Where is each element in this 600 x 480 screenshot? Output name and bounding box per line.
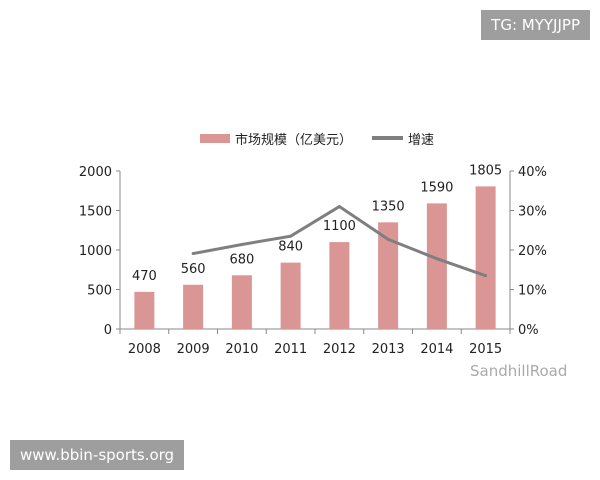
x-tick-label: 2011 bbox=[274, 342, 307, 357]
growth-point bbox=[435, 257, 439, 261]
watermark-sandhillroad: SandhillRoad bbox=[470, 362, 568, 380]
left-tick-label: 2000 bbox=[79, 165, 112, 180]
growth-point bbox=[191, 252, 195, 256]
bar bbox=[280, 262, 301, 329]
bar-data-label: 1590 bbox=[420, 180, 453, 195]
bar-data-label: 1100 bbox=[323, 219, 356, 234]
legend-swatch-bar bbox=[200, 134, 230, 143]
bar-data-label: 1805 bbox=[469, 163, 502, 178]
right-tick-label: 10% bbox=[518, 284, 547, 299]
left-tick-label: 1500 bbox=[79, 205, 112, 220]
growth-point bbox=[386, 237, 390, 241]
x-tick-label: 2013 bbox=[372, 342, 405, 357]
bar bbox=[475, 186, 496, 329]
left-tick-label: 500 bbox=[87, 284, 112, 299]
bar bbox=[378, 222, 399, 329]
bar-data-label: 470 bbox=[132, 269, 157, 284]
growth-point bbox=[484, 274, 488, 278]
right-tick-label: 0% bbox=[518, 323, 539, 338]
legend-label-line: 增速 bbox=[408, 133, 434, 148]
bar-data-label: 680 bbox=[229, 252, 254, 267]
x-tick-label: 2008 bbox=[128, 342, 161, 357]
bar-data-label: 840 bbox=[278, 240, 303, 255]
right-tick-label: 40% bbox=[518, 165, 547, 180]
right-tick-label: 20% bbox=[518, 244, 547, 259]
bar-data-label: 560 bbox=[181, 262, 206, 277]
growth-point bbox=[289, 234, 293, 238]
legend-label-bar: 市场规模（亿美元） bbox=[235, 132, 352, 148]
bar-data-label: 1350 bbox=[372, 199, 405, 214]
bar bbox=[329, 242, 350, 329]
x-tick-label: 2012 bbox=[323, 342, 356, 357]
legend: 市场规模（亿美元） 增速 bbox=[200, 132, 434, 148]
x-tick-label: 2015 bbox=[469, 342, 502, 357]
growth-point bbox=[240, 242, 244, 246]
bar bbox=[426, 203, 447, 329]
bar bbox=[134, 291, 155, 329]
left-tick-label: 1000 bbox=[79, 244, 112, 259]
x-tick-label: 2014 bbox=[420, 342, 453, 357]
growth-point bbox=[337, 205, 341, 209]
left-tick-label: 0 bbox=[104, 323, 112, 338]
bar bbox=[231, 275, 252, 329]
watermark-top: TG: MYYJJPP bbox=[481, 10, 590, 40]
x-tick-label: 2010 bbox=[225, 342, 258, 357]
bar bbox=[183, 284, 204, 329]
watermark-bottom: www.bbin-sports.org bbox=[10, 440, 185, 470]
right-tick-label: 30% bbox=[518, 205, 547, 220]
x-tick-label: 2009 bbox=[177, 342, 210, 357]
